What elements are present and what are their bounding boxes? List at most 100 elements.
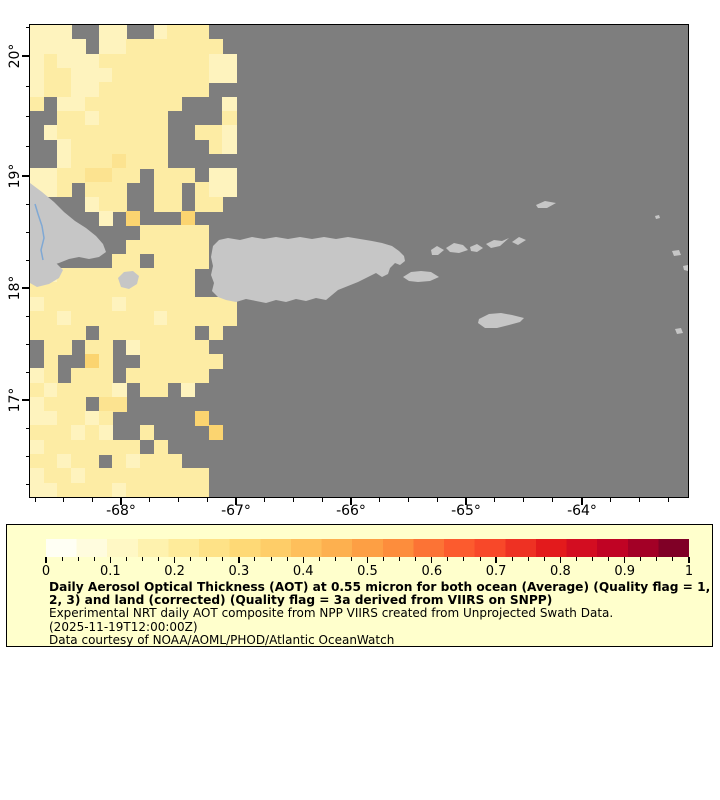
aot-cell (167, 482, 182, 497)
aot-cell (194, 182, 210, 198)
aot-cell (194, 82, 210, 98)
aot-cell (112, 311, 127, 326)
aot-cell (153, 67, 168, 83)
colorbar-tick-label: 0.4 (292, 564, 314, 579)
aot-cell (126, 39, 141, 55)
aot-cell (167, 268, 182, 284)
aot-cell (57, 282, 72, 298)
aot-cell (208, 139, 223, 155)
aot-cell (181, 210, 196, 226)
aot-cell (71, 139, 86, 155)
aot-cell (181, 25, 196, 40)
aot-cell (194, 353, 210, 369)
colorbar-tick-label: 0.2 (164, 564, 185, 579)
aot-cell (57, 96, 72, 112)
colorbar-tick (366, 557, 369, 563)
aot-cell (112, 39, 127, 55)
aot-cell (139, 268, 155, 284)
aot-cell (153, 125, 168, 140)
aot-cell (208, 425, 223, 441)
aot-cell (112, 454, 127, 469)
aot-cell (71, 53, 86, 69)
aot-cell (71, 368, 86, 384)
aot-cell (71, 411, 86, 427)
aot-cell (57, 53, 72, 69)
colorbar-tick (463, 557, 465, 561)
aot-cell (222, 125, 237, 140)
vieques-island-shape (403, 271, 439, 282)
axis-tick (581, 497, 583, 505)
aot-cell (71, 153, 86, 169)
aot-cell (126, 168, 141, 183)
aot-cell (84, 125, 100, 140)
colorbar-tick (125, 557, 127, 561)
aot-cell (112, 125, 127, 140)
colorbar-tick (61, 557, 63, 561)
aot-cell (126, 339, 141, 355)
aot-cell (194, 225, 210, 241)
colorbar-tick-label: 0.3 (228, 564, 250, 579)
axis-tick (149, 497, 151, 502)
aot-cell (167, 182, 182, 198)
axis-tick (465, 497, 467, 505)
aot-cell (222, 168, 237, 183)
aot-cell (153, 225, 168, 241)
colorbar-tick (447, 557, 449, 561)
aot-cell (71, 282, 86, 298)
aot-cell (98, 396, 113, 412)
aot-cell (208, 196, 223, 212)
aot-cell (167, 239, 182, 255)
aot-cell (84, 182, 100, 198)
aot-cell (139, 368, 155, 384)
axis-tick (25, 371, 30, 373)
axis-tick (235, 497, 237, 505)
aot-cell (126, 311, 141, 326)
aot-cell (112, 82, 127, 98)
aot-cell (126, 454, 141, 469)
aot-cell (208, 67, 223, 83)
aot-cell (194, 411, 210, 427)
aot-cell (43, 482, 59, 497)
axis-tick (25, 145, 30, 147)
aot-cell (194, 239, 210, 255)
aot-cell (139, 454, 155, 469)
aot-cell (194, 339, 210, 355)
colorbar-tick (238, 557, 240, 563)
aot-cell (30, 382, 45, 398)
colorbar-tick (624, 557, 626, 563)
aot-cell (112, 168, 127, 183)
aot-cell (43, 411, 59, 427)
aot-cell (98, 268, 113, 284)
hispaniola-south-coast-island-shape (30, 259, 63, 287)
aot-cell (71, 311, 86, 326)
aot-cell (30, 468, 45, 484)
aot-cell (98, 439, 113, 455)
aot-cell (98, 53, 113, 69)
aot-cell (194, 482, 210, 497)
aot-cell (181, 268, 196, 284)
legend-text-block: Daily Aerosol Optical Thickness (AOT) at… (49, 580, 710, 647)
aot-cell (153, 25, 168, 40)
aot-cell (71, 67, 86, 83)
aot-cell (57, 182, 72, 198)
colorbar-tick-label: 0.1 (99, 564, 121, 579)
aot-cell (139, 353, 155, 369)
aot-cell (181, 311, 196, 326)
colorbar-tick-label: 0.5 (357, 564, 378, 579)
aot-cell (181, 239, 196, 255)
aot-cell (98, 282, 113, 298)
aot-cell (139, 225, 155, 241)
colorbar-tick (511, 557, 513, 561)
culebra-island-shape (431, 246, 444, 255)
aot-cell (57, 153, 72, 169)
aot-cell (194, 25, 210, 40)
aot-cell (181, 296, 196, 312)
st-thomas-island-shape (446, 243, 468, 253)
colorbar-tick (527, 557, 529, 561)
aot-cell (153, 39, 168, 55)
aot-cell (30, 411, 45, 427)
aot-cell (167, 282, 182, 298)
aot-cell (84, 96, 100, 112)
aot-cell (181, 382, 196, 398)
aot-cell (84, 339, 100, 355)
